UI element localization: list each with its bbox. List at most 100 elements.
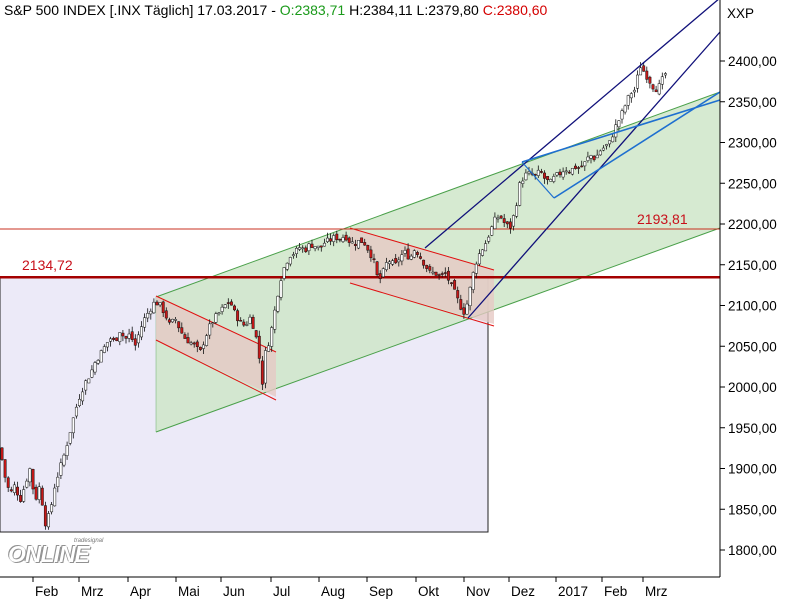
candle-body [369, 249, 373, 259]
candle-body [40, 487, 44, 506]
header-open: O:2383,71 [279, 2, 346, 18]
candle-body [335, 233, 339, 241]
candle-body [322, 242, 326, 247]
flag-box-1 [156, 296, 276, 397]
x-tick-label: Nov [466, 584, 490, 599]
y-tick-label: 2200,00 [728, 217, 777, 232]
candle-body [279, 280, 283, 298]
candle-body [456, 290, 460, 299]
candle-body [406, 248, 410, 260]
candle-body [512, 215, 515, 227]
x-tick-label: Aug [321, 584, 345, 599]
candle-body [527, 171, 531, 174]
header-high: H:2384,11 [349, 2, 413, 18]
x-tick-label: Mrz [81, 584, 104, 599]
candle-body [329, 238, 333, 242]
candle-body [37, 486, 41, 500]
candle-body [645, 70, 649, 80]
candle-body [419, 256, 422, 259]
candle-body [304, 247, 308, 252]
candle-body [471, 272, 475, 290]
candle-body [431, 271, 435, 274]
candle-body [586, 156, 590, 161]
candle-body [223, 304, 227, 308]
candle-body [189, 342, 193, 345]
candle-body [552, 176, 556, 182]
candle-body [440, 273, 444, 275]
candle-body [347, 237, 351, 243]
candle-body [357, 240, 360, 249]
candle-body [657, 83, 661, 95]
candle-body [453, 280, 457, 290]
navy-lower-line [467, 31, 721, 319]
level-label-2134: 2134,72 [22, 257, 73, 274]
candle-body [31, 469, 35, 490]
candle-body [307, 243, 311, 252]
x-tick-label: Mai [178, 584, 200, 599]
candle-body [229, 301, 233, 306]
candle-body [518, 182, 522, 206]
header-period: Täglich] [144, 2, 194, 18]
candle-body [34, 486, 38, 500]
channel-lower-line [155, 227, 721, 433]
y-tick-label: 1950,00 [728, 421, 777, 436]
candle-body [372, 258, 376, 261]
candle-body [288, 257, 292, 265]
candle-body [502, 218, 506, 223]
candle-body [663, 73, 667, 76]
logo-brand: ONLINE [8, 541, 90, 567]
candle-body [264, 350, 267, 384]
candle-body [481, 249, 484, 256]
candle-body [651, 84, 655, 90]
candle-body [158, 302, 162, 306]
candle-body [403, 250, 407, 254]
y-tick-label: 1900,00 [728, 462, 777, 477]
candle-body [654, 89, 658, 93]
header-date: 17.03.2017 [197, 2, 268, 18]
candle-body [580, 165, 584, 168]
candle-body [71, 417, 75, 434]
x-tick-label: Feb [604, 584, 627, 599]
candle-body [121, 332, 125, 337]
flag2-lower [349, 282, 495, 327]
candle-body [78, 398, 81, 406]
candle-body [236, 310, 240, 322]
candle-body [81, 391, 85, 402]
y-tick-label: 2050,00 [728, 339, 777, 354]
candle-body [391, 260, 395, 265]
candle-body [350, 241, 354, 244]
candle-body [437, 274, 441, 276]
candle-body [3, 459, 7, 478]
candle-body [118, 332, 122, 342]
candle-body [450, 282, 453, 284]
candle-body [273, 309, 277, 330]
candle-body [28, 468, 32, 483]
header-separator: - [271, 2, 276, 18]
candle-body [53, 487, 57, 507]
candle-body [360, 237, 364, 243]
candle-body [648, 76, 652, 84]
candle-body [632, 89, 636, 93]
blue-triangle-left [521, 161, 555, 199]
candle-body [0, 447, 4, 460]
candle-body [202, 344, 205, 349]
x-tick-label: Apr [130, 584, 152, 599]
candle-body [186, 337, 190, 344]
candle-body [434, 271, 438, 276]
candle-body [56, 476, 60, 487]
candle-body [536, 169, 540, 176]
candle-body [642, 65, 646, 72]
candle-body [174, 319, 178, 321]
y-tick-label: 1800,00 [728, 543, 777, 558]
flag1-lower [155, 339, 277, 401]
candle-body [397, 259, 401, 263]
candle-body [428, 266, 432, 271]
y-tick-label: 2250,00 [728, 176, 777, 191]
candle-body [124, 336, 128, 339]
candle-body [394, 258, 398, 264]
candle-body [496, 217, 500, 220]
candle-body [130, 331, 134, 340]
candle-body [319, 245, 323, 248]
candle-body [583, 161, 587, 167]
